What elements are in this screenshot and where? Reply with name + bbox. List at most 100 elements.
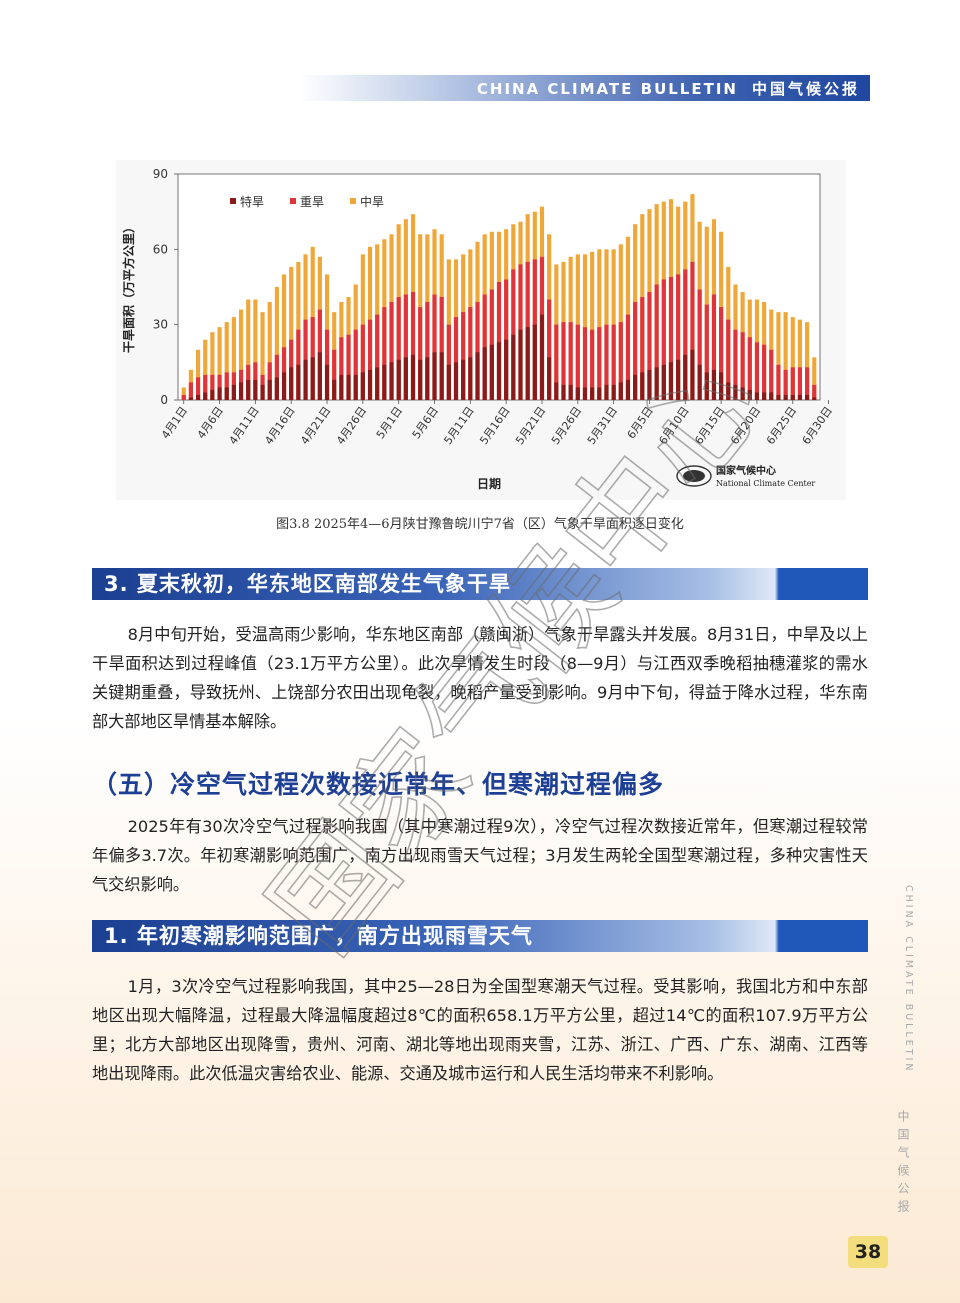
bar-severe (346, 334, 351, 400)
section-title-3: 3. 夏末秋初，华东地区南部发生气象干旱 (104, 572, 511, 596)
bar-extreme (633, 374, 638, 400)
bar-severe (618, 322, 623, 400)
logo-name-en: National Climate Center (716, 479, 815, 488)
bar-extreme (367, 369, 373, 400)
section-5-paragraph: 2025年有30次冷空气过程影响我国（其中寒潮过程9次），冷空气过程次数接近常年… (92, 812, 868, 899)
bar-severe (568, 322, 573, 400)
bar-extreme (568, 384, 573, 400)
logo-emblem-inner (683, 470, 705, 482)
bar-severe (668, 276, 674, 400)
bar-extreme (382, 364, 387, 400)
y-tick-label: 60 (153, 242, 168, 256)
bar-severe (375, 314, 380, 400)
bar-extreme (532, 324, 537, 400)
header-band (300, 75, 870, 101)
bar-moderate (217, 327, 222, 400)
bar-extreme (590, 387, 595, 400)
bar-severe (582, 327, 588, 400)
bar-severe (367, 319, 373, 400)
legend-label: 特旱 (240, 194, 264, 209)
x-tick-label: 4月26日 (334, 404, 369, 447)
bar-extreme (389, 362, 394, 400)
bar-extreme (217, 387, 222, 400)
drought-area-chart: 0 30 60 90 干旱面积（万平方公里） 4月1日 4月6日 4月11日 4月16日 4月21… (121, 167, 835, 491)
bar-moderate (812, 357, 817, 400)
page-number: 38 (848, 1236, 888, 1268)
bar-extreme (790, 394, 795, 400)
bar-extreme (797, 394, 803, 400)
bar-extreme (260, 384, 265, 400)
bar-extreme (453, 362, 459, 400)
bar-extreme (289, 367, 294, 400)
x-tick-label: 6月15日 (692, 404, 727, 447)
bar-extreme (618, 382, 623, 400)
section-1-paragraph: 1月，3次冷空气过程影响我国，其中25—28日为全国型寒潮天气过程。受其影响，我… (92, 972, 868, 1088)
bar-severe (790, 367, 795, 400)
bar-extreme (518, 329, 523, 400)
bar-severe (683, 269, 688, 400)
bar-severe (461, 312, 466, 400)
bar-moderate (281, 274, 287, 400)
bar-extreme (281, 372, 287, 400)
bar-moderate (231, 317, 236, 400)
x-tick-label: 6月30日 (800, 404, 835, 447)
section-3-text: 8月中旬开始，受温高雨少影响，华东地区南部（赣闽浙）气象干旱露头并发展。8月31… (92, 625, 868, 731)
section-title-5: （五）冷空气过程次数接近常年、但寒潮过程偏多 (92, 770, 665, 799)
bar-severe (661, 279, 666, 400)
bar-extreme (296, 364, 301, 400)
bar-severe (353, 329, 358, 400)
legend-label: 中旱 (360, 194, 384, 209)
bar-extreme (647, 369, 652, 400)
bar-severe (303, 319, 308, 400)
bar-severe (446, 324, 451, 400)
x-tick-label: 5月16日 (477, 404, 512, 447)
bar-extreme (597, 387, 602, 400)
bar-extreme (783, 394, 788, 400)
bar-moderate (253, 299, 258, 400)
bar-extreme (754, 392, 760, 400)
x-tick-label: 4月16日 (262, 404, 297, 447)
bar-severe (332, 349, 337, 400)
bar-severe (210, 374, 215, 400)
bar-extreme (640, 372, 645, 400)
bar-extreme (303, 359, 308, 400)
bar-extreme (332, 379, 337, 400)
bar-extreme (246, 379, 251, 400)
legend-label: 重旱 (300, 195, 324, 209)
x-tick-label: 6月5日 (625, 404, 656, 441)
bar-severe (403, 294, 408, 400)
bar-extreme (561, 384, 566, 400)
bar-severe (432, 294, 437, 400)
bar-severe (711, 294, 717, 400)
bar-severe (697, 289, 702, 400)
bar-severe (604, 324, 609, 400)
legend-swatch (230, 198, 236, 204)
bar-extreme (231, 384, 236, 400)
bar-extreme (690, 349, 695, 400)
bar-severe (410, 292, 416, 400)
bar-extreme (403, 357, 408, 400)
bar-moderate (267, 302, 272, 400)
bar-severe (726, 319, 731, 400)
bar-severe (797, 367, 803, 400)
bar-extreme (654, 367, 659, 400)
bar-extreme (547, 357, 552, 400)
bar-moderate (224, 322, 229, 400)
bar-moderate (238, 309, 244, 400)
bar-severe (805, 367, 810, 400)
bar-moderate (805, 322, 810, 400)
bar-extreme (195, 394, 201, 400)
bar-severe (224, 372, 229, 400)
side-title-cn: 中国气候公报 (896, 1110, 910, 1218)
bar-extreme (253, 379, 258, 400)
bar-severe (625, 314, 631, 400)
bar-severe (647, 292, 652, 400)
bar-severe (783, 369, 788, 400)
bar-extreme (353, 374, 358, 400)
bar-severe (690, 261, 695, 400)
section-bar-3 (92, 568, 868, 600)
bar-moderate (210, 332, 215, 400)
bar-extreme (375, 367, 380, 400)
y-tick-label: 90 (153, 167, 168, 181)
bar-extreme (726, 382, 731, 400)
